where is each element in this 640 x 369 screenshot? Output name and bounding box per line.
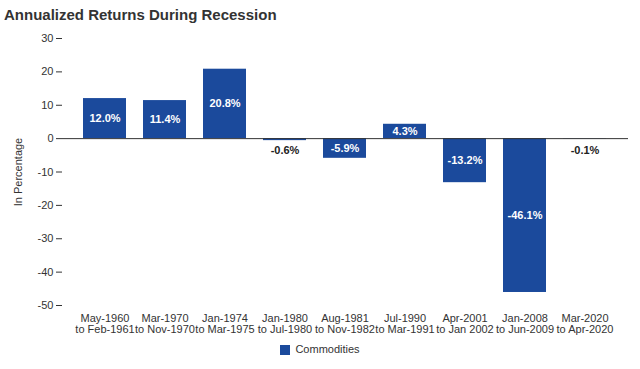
svg-text:4.3%: 4.3% xyxy=(392,125,417,137)
svg-text:-10: -10 xyxy=(38,166,54,178)
svg-text:11.4%: 11.4% xyxy=(150,113,181,125)
svg-text:-50: -50 xyxy=(38,299,54,311)
svg-text:-20: -20 xyxy=(38,199,54,211)
svg-text:Jan-2008to Jun-2009: Jan-2008to Jun-2009 xyxy=(496,312,554,335)
svg-text:-13.2%: -13.2% xyxy=(448,154,483,166)
svg-text:-0.1%: -0.1% xyxy=(571,144,600,156)
svg-text:Jan-1980to Jul-1980: Jan-1980to Jul-1980 xyxy=(258,312,312,335)
svg-text:Mar-1970to Nov-1970: Mar-1970to Nov-1970 xyxy=(135,312,195,335)
svg-text:20: 20 xyxy=(41,65,53,77)
svg-text:30: 30 xyxy=(41,32,53,44)
svg-text:0: 0 xyxy=(47,132,53,144)
html-text:Commodities: Commodities xyxy=(295,343,360,355)
svg-text:In Percentage: In Percentage xyxy=(12,138,24,207)
html-text:Annualized Returns During Rece: Annualized Returns During Recession xyxy=(4,6,277,23)
svg-text:Aug-1981to Nov-1982: Aug-1981to Nov-1982 xyxy=(315,312,375,335)
svg-text:20.8%: 20.8% xyxy=(209,97,240,109)
svg-text:10: 10 xyxy=(41,99,53,111)
svg-text:Apr-2001to Jan 2002: Apr-2001to Jan 2002 xyxy=(436,312,494,335)
svg-text:-46.1%: -46.1% xyxy=(508,209,543,221)
svg-text:-5.9%: -5.9% xyxy=(331,142,360,154)
svg-text:Mar-2020to Apr-2020: Mar-2020to Apr-2020 xyxy=(557,312,614,335)
svg-text:-0.6%: -0.6% xyxy=(271,144,300,156)
svg-text:-40: -40 xyxy=(38,266,54,278)
svg-text:12.0%: 12.0% xyxy=(89,112,120,124)
svg-text:May-1960to Feb-1961: May-1960to Feb-1961 xyxy=(75,312,134,335)
svg-text:Jan-1974to Mar-1975: Jan-1974to Mar-1975 xyxy=(195,312,254,335)
svg-text:Jul-1990to Mar-1991: Jul-1990to Mar-1991 xyxy=(375,312,434,335)
svg-text:-30: -30 xyxy=(38,232,54,244)
